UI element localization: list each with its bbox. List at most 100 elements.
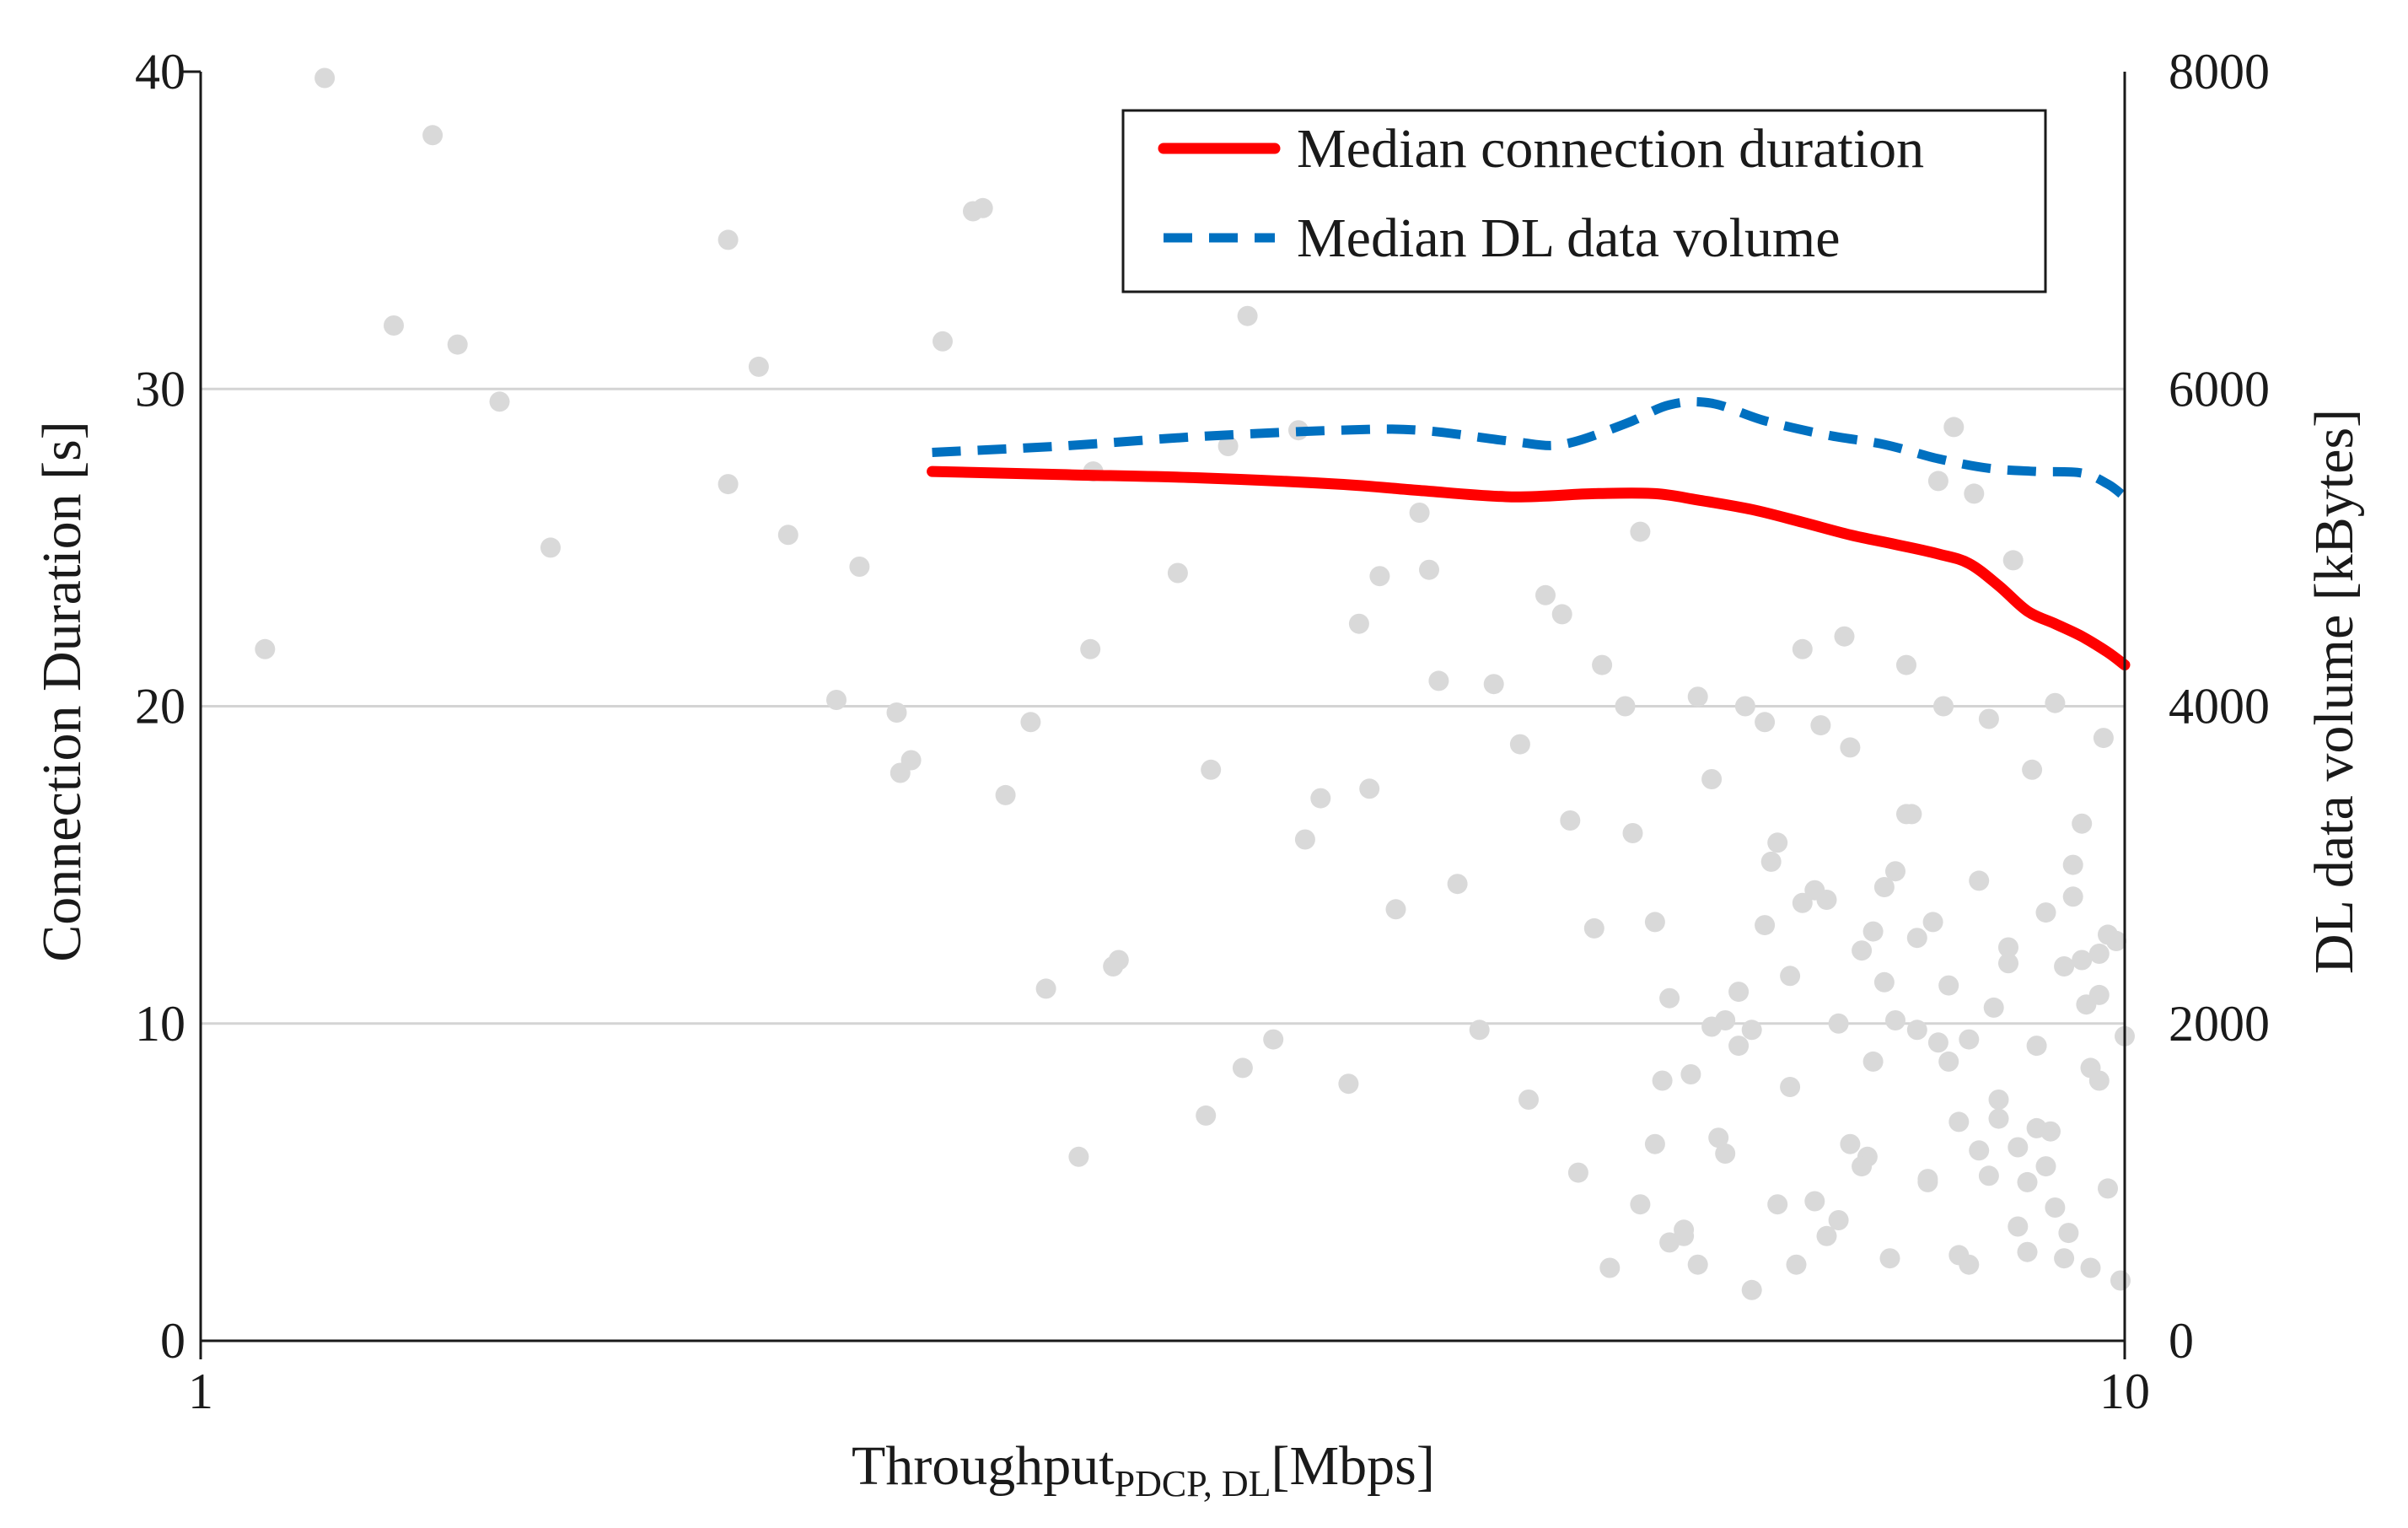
scatter-point [1862,1051,1884,1072]
series-lines [927,396,2131,671]
x-axis-title-unit: [Mbps] [1271,1435,1434,1497]
y2-tick-label: 0 [2169,1313,2194,1369]
legend-box [1121,109,2047,293]
scatter-point [1428,670,1449,691]
scatter-point [1659,1232,1680,1253]
tick-labels: 0 10 20 30 40 0 2000 4000 6000 8000 1 10 [135,44,2270,1419]
scatter-point [1816,890,1837,910]
scatter-point [1978,708,1999,729]
scatter-point [447,334,468,355]
scatter-point [255,638,276,659]
scatter-point [1659,987,1680,1009]
scatter-point [1615,696,1636,717]
scatter-point [2072,950,2093,971]
scatter-point [826,690,847,710]
scatter-point [2093,728,2114,749]
scatter-point [422,125,443,146]
scatter-point [1560,810,1581,831]
scatter-point [1828,1210,1849,1230]
scatter-point [1780,966,1801,987]
scatter-point [540,537,561,558]
scatter-point [1483,674,1504,695]
scatter-point [1983,997,2004,1018]
scatter-point [1755,712,1776,733]
y-tick-label: 10 [135,996,185,1052]
scatter-point [1780,1077,1801,1097]
y-axis-title: Connection Duration [s] [31,421,93,962]
scatter-point [2002,550,2024,571]
scatter-point [384,315,404,336]
scatter-point [1701,769,1723,789]
scatter-point [1922,912,1943,933]
x-tick-label: 1 [188,1364,213,1419]
y-tick-label: 0 [160,1313,185,1369]
scatter-point [1583,917,1604,939]
scatter-point [2017,1241,2038,1262]
scatter-point [2072,813,2093,834]
scatter-point [1728,1036,1750,1057]
scatter-point [1338,1073,1359,1095]
y2-tick-label: 4000 [2169,679,2270,734]
scatter-point [1816,1225,1837,1246]
legend-label-volume: Median DL data volume [1297,207,1841,269]
scatter-point [1885,861,1905,882]
scatter-point [1767,1194,1788,1215]
x-axis-title: ThroughputPDCP, DL[Mbps] [852,1435,1435,1504]
scatter-point [1708,1127,1729,1149]
scatter-point [2062,886,2083,907]
x-axis-title-subscript: PDCP, DL [1115,1463,1271,1504]
scatter-point [1674,1219,1695,1240]
line-median-dl-data-volume [932,396,2128,501]
scatter-points [255,67,2135,1300]
scatter-point [1734,696,1755,717]
scatter-point [849,557,870,577]
scatter-point [933,331,953,352]
scatter-point [1896,654,1916,675]
scatter-point [1419,559,1439,580]
scatter-point [2110,1270,2131,1291]
scatter-point [2080,1257,2101,1278]
scatter-point [1988,1108,2009,1129]
scatter-point [1879,1248,1900,1269]
scatter-point [1409,503,1430,523]
grid-lines [201,387,2125,1025]
scatter-point [1369,566,1390,587]
scatter-point [1792,892,1813,913]
scatter-point [1622,823,1643,843]
scatter-point [2058,1223,2079,1244]
scatter-point [1068,1146,1089,1167]
scatter-point [718,229,739,250]
scatter-point [1998,937,2018,958]
scatter-point [1310,788,1331,809]
scatter-point [1469,1020,1490,1041]
scatter-point [777,525,798,546]
scatter-point [1938,1051,1959,1072]
scatter-point [1969,870,1990,891]
x-axis-title-main: Throughput [852,1435,1115,1497]
scatter-point [1599,1257,1621,1278]
scatter-point [1680,1064,1701,1084]
y2-tick-label: 8000 [2169,44,2270,100]
scatter-point [1108,950,1129,971]
scatter-point [1804,1191,1825,1212]
scatter-point [748,356,769,377]
scatter-point [2026,1117,2047,1138]
scatter-point [2008,1137,2029,1158]
scatter-point [1551,604,1572,625]
scatter-point [1933,696,1954,717]
scatter-point [1080,638,1101,659]
scatter-point [1840,1133,1861,1154]
scatter-point [2106,930,2126,951]
scatter-point [1896,804,1916,825]
scatter-point [2022,759,2043,780]
axes [182,70,2126,1359]
scatter-point [1767,832,1788,853]
scatter-point [2088,984,2110,1005]
y2-tick-label: 6000 [2169,361,2270,417]
scatter-point [1852,940,1873,961]
scatter-point [1792,638,1813,659]
scatter-point [1385,899,1406,920]
scatter-point [2088,1070,2110,1091]
scatter-point [1201,759,1222,780]
